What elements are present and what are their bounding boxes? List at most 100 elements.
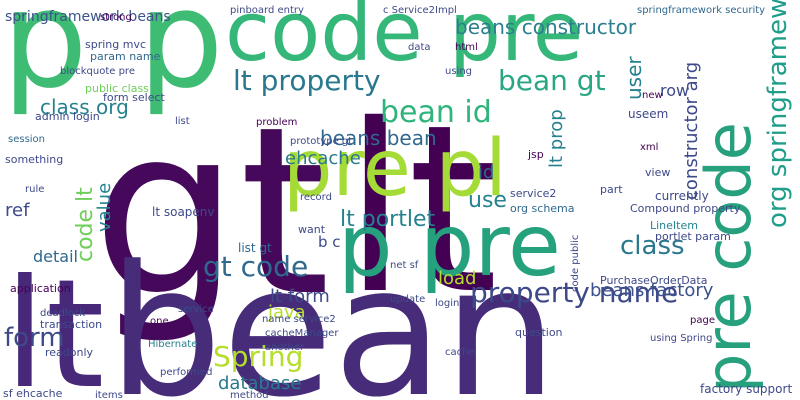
word: java <box>267 302 306 323</box>
word: gt code <box>203 250 308 283</box>
word: constructor arg <box>681 62 702 200</box>
word: beans constructor <box>455 15 637 39</box>
word: database <box>218 373 301 394</box>
word: cacheManager <box>265 328 339 339</box>
word: lt <box>4 248 105 400</box>
word: strong <box>100 12 132 23</box>
word: session <box>8 134 45 145</box>
word: LineItem <box>650 219 698 232</box>
word: html <box>455 42 478 53</box>
word: another <box>265 342 305 353</box>
word: bean gt <box>498 64 606 97</box>
word: application <box>10 282 71 295</box>
word: lt form <box>270 286 330 307</box>
word: view <box>645 166 670 179</box>
word: page <box>690 315 715 326</box>
word: one <box>150 316 169 327</box>
word: prototype gt <box>290 136 352 147</box>
word: row <box>660 81 689 100</box>
word: question <box>515 326 563 339</box>
word: cache <box>445 347 475 358</box>
word: code pre <box>225 0 583 80</box>
word: org schema <box>510 202 575 215</box>
word: readonly <box>45 346 94 359</box>
word: deadlock <box>40 308 85 319</box>
word: portlet param <box>655 230 731 243</box>
word: net sf <box>390 260 419 271</box>
word: useem <box>628 107 668 121</box>
word: class org <box>40 95 129 119</box>
word: want <box>298 223 326 236</box>
word: lt property <box>233 64 381 97</box>
word: sf ehcache <box>3 387 63 400</box>
word: org springframework <box>763 0 793 228</box>
word: springframework security <box>637 5 765 16</box>
word: beans bean <box>320 126 437 150</box>
word: gt <box>92 77 330 347</box>
word: p pre <box>338 196 561 296</box>
word: ref <box>5 200 30 221</box>
word: pre pl <box>283 124 507 214</box>
word: b c <box>318 233 341 251</box>
word: code public <box>570 235 581 292</box>
word: Spring <box>213 340 303 373</box>
word: public class <box>85 82 149 95</box>
word: service2 <box>510 187 556 200</box>
word: load <box>438 268 476 289</box>
word: part <box>600 183 623 196</box>
word: PurchaseOrderData <box>600 274 707 287</box>
word: p <box>138 0 224 118</box>
word: p <box>2 0 88 118</box>
word: record <box>300 192 332 203</box>
word: class <box>620 231 685 261</box>
word: rule <box>25 184 44 195</box>
word: property name <box>470 276 678 309</box>
word: lt prop <box>546 109 567 168</box>
word: name service2 <box>262 314 336 325</box>
word: bean id <box>380 95 492 130</box>
word: param name <box>90 50 161 63</box>
word: form <box>4 323 65 353</box>
word: transaction <box>40 318 102 331</box>
word: problem <box>256 117 297 128</box>
word: springframework beans <box>5 9 171 25</box>
word: list <box>175 116 190 127</box>
word: spring mvc <box>85 38 146 51</box>
word: update <box>390 294 425 305</box>
word: c Service2Impl <box>383 5 457 16</box>
word: lt portlet <box>340 207 435 232</box>
word: jsp <box>527 148 544 161</box>
word: currently <box>655 189 709 203</box>
word: new <box>642 90 663 101</box>
word: form select <box>103 91 166 104</box>
word: factory support <box>700 382 792 396</box>
word: user <box>622 56 646 100</box>
word: using Spring <box>650 333 712 344</box>
word: data <box>408 42 431 53</box>
word: method <box>230 390 269 400</box>
word: lt soapenv <box>152 205 215 219</box>
word: service <box>178 304 214 315</box>
word: list gt <box>238 241 272 255</box>
word: use <box>468 188 507 213</box>
word: Compound property <box>630 202 741 215</box>
word: detail <box>33 247 78 266</box>
word: admin login <box>35 110 100 123</box>
word: pre code <box>692 122 765 393</box>
word: using <box>445 66 472 77</box>
word: beans factory <box>590 280 714 301</box>
word: performed <box>160 367 212 378</box>
word: bean <box>108 228 557 400</box>
word: login <box>435 298 459 309</box>
word: xml <box>640 142 658 153</box>
word: something <box>5 153 63 166</box>
word: pinboard entry <box>230 5 304 16</box>
word: lt <box>343 75 498 345</box>
word: ehcache <box>285 148 361 169</box>
word: items <box>95 390 123 400</box>
word: code lt <box>73 187 98 262</box>
word: id <box>478 162 494 183</box>
